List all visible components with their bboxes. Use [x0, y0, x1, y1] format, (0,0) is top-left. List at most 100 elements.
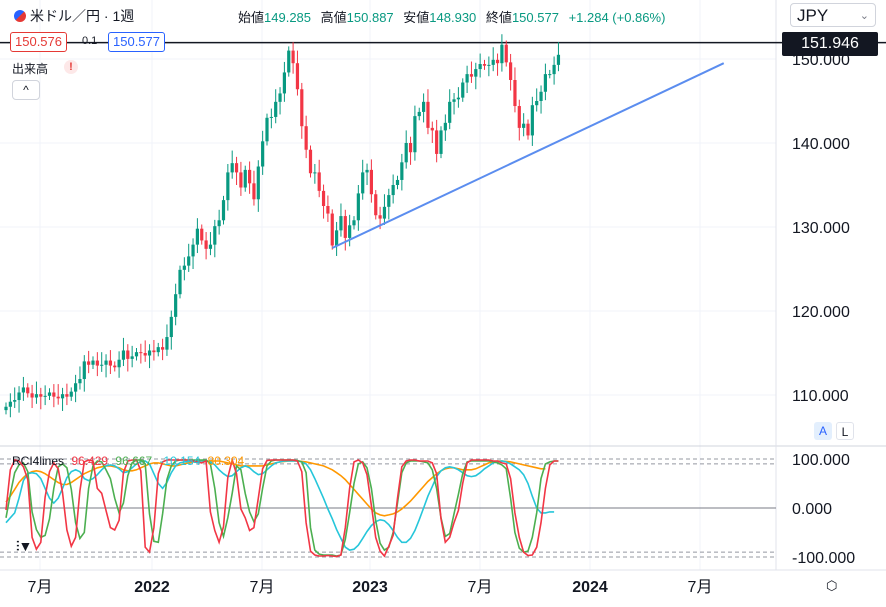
candle-body: [39, 394, 43, 397]
candle-body: [156, 347, 160, 353]
currency-selector[interactable]: JPY ⌄: [790, 3, 876, 27]
candle-body: [552, 64, 556, 75]
candle-body: [513, 80, 517, 107]
candle-body: [200, 228, 204, 241]
volume-label[interactable]: 出来高: [12, 62, 49, 76]
price-axis-label: 150.000: [792, 52, 850, 69]
candle-body: [321, 190, 326, 206]
candle-body: [456, 97, 460, 100]
close-value: 150.577: [511, 10, 559, 25]
candle-body: [161, 347, 165, 350]
candle-body: [335, 230, 339, 246]
candle-body: [117, 359, 121, 368]
candle-body: [4, 406, 8, 411]
candle-body: [130, 356, 134, 359]
candle-body: [291, 50, 295, 64]
candle-body: [530, 105, 534, 136]
candle-body: [34, 394, 39, 398]
rci-value-2: 96.667: [115, 454, 153, 468]
candle-body: [491, 59, 495, 65]
candle-body: [443, 122, 447, 131]
candle-body: [17, 392, 21, 401]
candle-body: [378, 215, 382, 219]
candle-body: [365, 169, 369, 173]
candle-body: [47, 392, 52, 396]
candle-body: [60, 394, 65, 399]
candle-body: [226, 172, 230, 201]
candle-body: [343, 216, 347, 238]
candle-body: [52, 392, 56, 397]
candle-body: [304, 126, 308, 150]
buy-price-button[interactable]: 150.577: [108, 32, 165, 52]
candle-body: [256, 166, 260, 200]
auto-scale-button[interactable]: A: [814, 422, 832, 440]
candle-body: [356, 193, 360, 221]
candle-body: [147, 350, 152, 356]
candle-body: [287, 50, 291, 73]
tradingview-logo[interactable]: ⫶▼: [16, 538, 32, 554]
candle-body: [404, 143, 408, 163]
candle-body: [313, 172, 317, 174]
candle-body: [430, 127, 434, 131]
low-label: 安値: [403, 10, 430, 25]
candle-body: [478, 64, 482, 70]
rci-value-3: -10.154: [159, 454, 201, 468]
candle-body: [509, 62, 513, 80]
candle-body: [330, 213, 334, 246]
candle-body: [217, 220, 221, 227]
open-label: 始値: [238, 10, 265, 25]
candle-body: [26, 387, 30, 394]
close-label: 終値: [485, 10, 512, 25]
candle-body: [469, 74, 474, 77]
time-axis-label: 2024: [572, 579, 608, 596]
rci-legend[interactable]: RCI4lines 96.429 96.667 -10.154 80.304: [12, 454, 248, 468]
candle-body: [543, 74, 547, 92]
candle-body: [369, 169, 373, 195]
candle-body: [500, 44, 504, 64]
candle-body: [126, 350, 130, 359]
candle-body: [234, 163, 239, 173]
settings-gear-icon[interactable]: ⬡: [826, 578, 838, 593]
candle-body: [400, 162, 404, 180]
candle-body: [495, 59, 500, 64]
candle-body: [439, 130, 443, 154]
candle-body: [274, 101, 278, 117]
candle-body: [239, 172, 243, 188]
candle-body: [65, 394, 69, 397]
candle-body: [391, 185, 395, 196]
candle-body: [191, 244, 195, 257]
ohlc-legend: 始値149.285 高値150.887 安値148.930 終値150.577 …: [238, 7, 671, 26]
rci-axis-label: -100.000: [792, 550, 855, 567]
candle-body: [395, 179, 400, 185]
candle-body: [208, 244, 213, 249]
candle-body: [230, 163, 234, 173]
rci-axis-label: 100.000: [792, 452, 850, 469]
warning-icon[interactable]: !: [64, 60, 78, 74]
candle-body: [326, 206, 330, 214]
candle-body: [174, 294, 178, 317]
candle-body: [139, 352, 143, 354]
sell-price-button[interactable]: 150.576: [10, 32, 67, 52]
price-axis-label: 140.000: [792, 136, 850, 153]
collapse-legend-button[interactable]: ^: [12, 80, 40, 100]
high-value: 150.887: [346, 10, 394, 25]
candle-body: [113, 365, 117, 368]
candle-body: [56, 396, 60, 399]
currency-value: JPY: [797, 6, 829, 25]
log-scale-button[interactable]: L: [836, 422, 854, 440]
candle-body: [548, 74, 552, 76]
candle-body: [452, 99, 456, 102]
candle-body: [487, 64, 491, 66]
time-axis-label: 7月: [28, 579, 53, 596]
candle-body: [187, 256, 191, 266]
candle-body: [361, 172, 365, 194]
candle-body: [535, 101, 539, 106]
symbol-title: 米ドル／円 · 1週: [30, 8, 135, 24]
candle-body: [278, 93, 282, 102]
candle-body: [182, 265, 186, 270]
candle-body: [352, 220, 356, 226]
candle-body: [348, 225, 352, 238]
candle-body: [78, 379, 82, 384]
candle-body: [100, 364, 104, 366]
